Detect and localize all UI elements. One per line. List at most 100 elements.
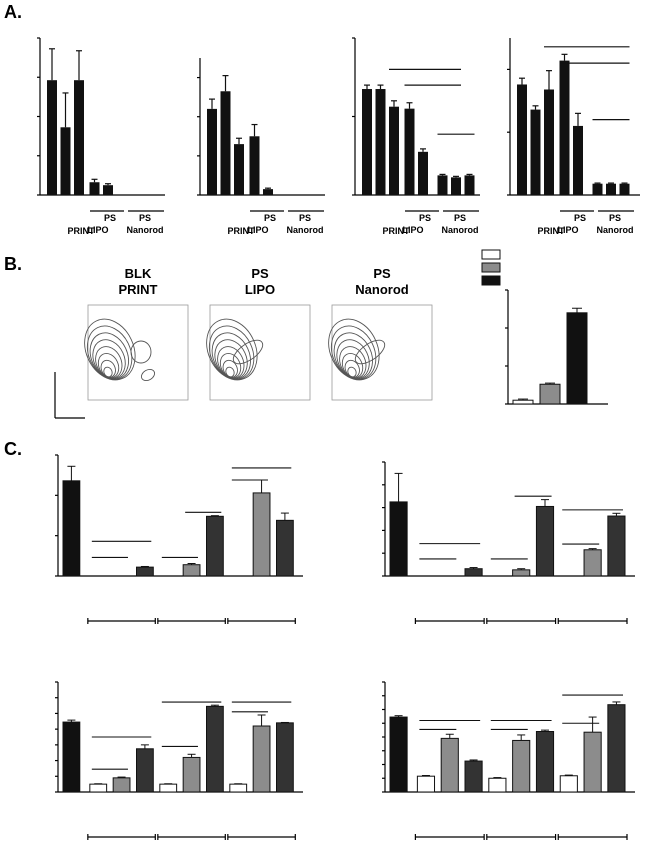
chart-c-9 [382,681,635,840]
group-label: PRINT [538,226,566,236]
contour-line [84,318,136,381]
bar [47,80,57,195]
plot-title: BLK [125,266,152,281]
bar [252,725,271,793]
bar [389,716,408,793]
group-label: PS [139,213,151,223]
group-label: PRINT [68,226,96,236]
group-label: Nanorod [597,225,634,235]
legend-swatch [481,249,501,260]
contour-line [140,368,156,382]
contour-line [344,359,360,378]
bar [276,722,294,793]
plot-title: LIPO [245,282,275,297]
contour-line [222,359,238,378]
chart-c-6 [55,454,303,624]
contour-line [97,353,120,379]
contour-line [89,332,129,380]
bar [535,505,555,577]
plot-title: PS [373,266,391,281]
bar [389,501,408,577]
bar [418,151,428,195]
charts: PSLIPOPSNanorodPRINTPSLIPOPSNanorodPRINT… [37,37,640,840]
group-label: PS [264,213,276,223]
group-label: Nanorod [127,225,164,235]
contour-line [341,353,364,379]
group-label: PS [609,213,621,223]
bar [207,108,217,195]
legend-swatch [481,275,501,286]
contour-line [211,332,251,380]
bar [566,312,588,405]
bar [583,549,602,577]
bar [437,175,448,195]
bar [619,183,630,195]
bar [530,109,541,195]
bar [206,515,224,577]
chart-a-1: PS LIPO PS Nanorod PRINT [197,58,325,236]
bar [60,127,71,195]
group-label: PRINT [228,226,256,236]
bar [103,185,113,195]
bar [62,480,81,577]
group-label: PS [104,213,116,223]
bar [229,783,248,793]
chart-a-3: PS LIPO PS Nanorod PRINT [507,38,640,236]
bar [464,760,483,793]
bar [535,731,555,793]
plot-title: Nanorod [355,282,409,297]
bar [263,189,273,195]
contour-line [219,353,242,379]
bar [573,125,583,195]
bar [112,777,131,793]
chart-b-bar [481,249,608,405]
bar [136,566,154,577]
bar [539,383,561,405]
group-label: LIPO [87,225,108,235]
bar [362,89,372,195]
contour-line [225,366,235,378]
contour-line [92,339,126,379]
chart-a-0: PS LIPO PS Nanorod PRINT [37,37,165,236]
bar [375,89,386,195]
bar [389,106,399,195]
legend-swatch [481,262,501,273]
bar [592,183,603,195]
contour-line [103,366,113,378]
bar [206,705,224,793]
contour-line [336,339,370,379]
bar [252,492,271,577]
bar [488,777,507,793]
contour-line [328,318,380,381]
group-label: PS [299,213,311,223]
panel-label-b: B. [4,254,22,274]
bar [606,183,616,195]
group-label: LIPO [247,225,268,235]
bar [512,569,531,577]
group-label: Nanorod [287,225,324,235]
contour-line [232,339,264,365]
bar [416,775,436,793]
bar [607,515,626,577]
bar [440,737,459,793]
bar [74,80,84,195]
bar [182,756,201,793]
contour-line [217,346,245,379]
bar [89,783,108,793]
bar [451,177,461,195]
group-label: Nanorod [442,225,479,235]
contour-line [214,339,248,379]
plot-title: PS [251,266,269,281]
bar [464,568,483,577]
group-label: PS [454,213,466,223]
contour-line [95,346,123,379]
bar [62,721,81,793]
bar [136,748,154,793]
contour-line [208,325,255,380]
chart-c-8 [55,681,303,840]
bar [517,84,527,195]
bar [464,175,475,195]
bar [234,144,244,195]
